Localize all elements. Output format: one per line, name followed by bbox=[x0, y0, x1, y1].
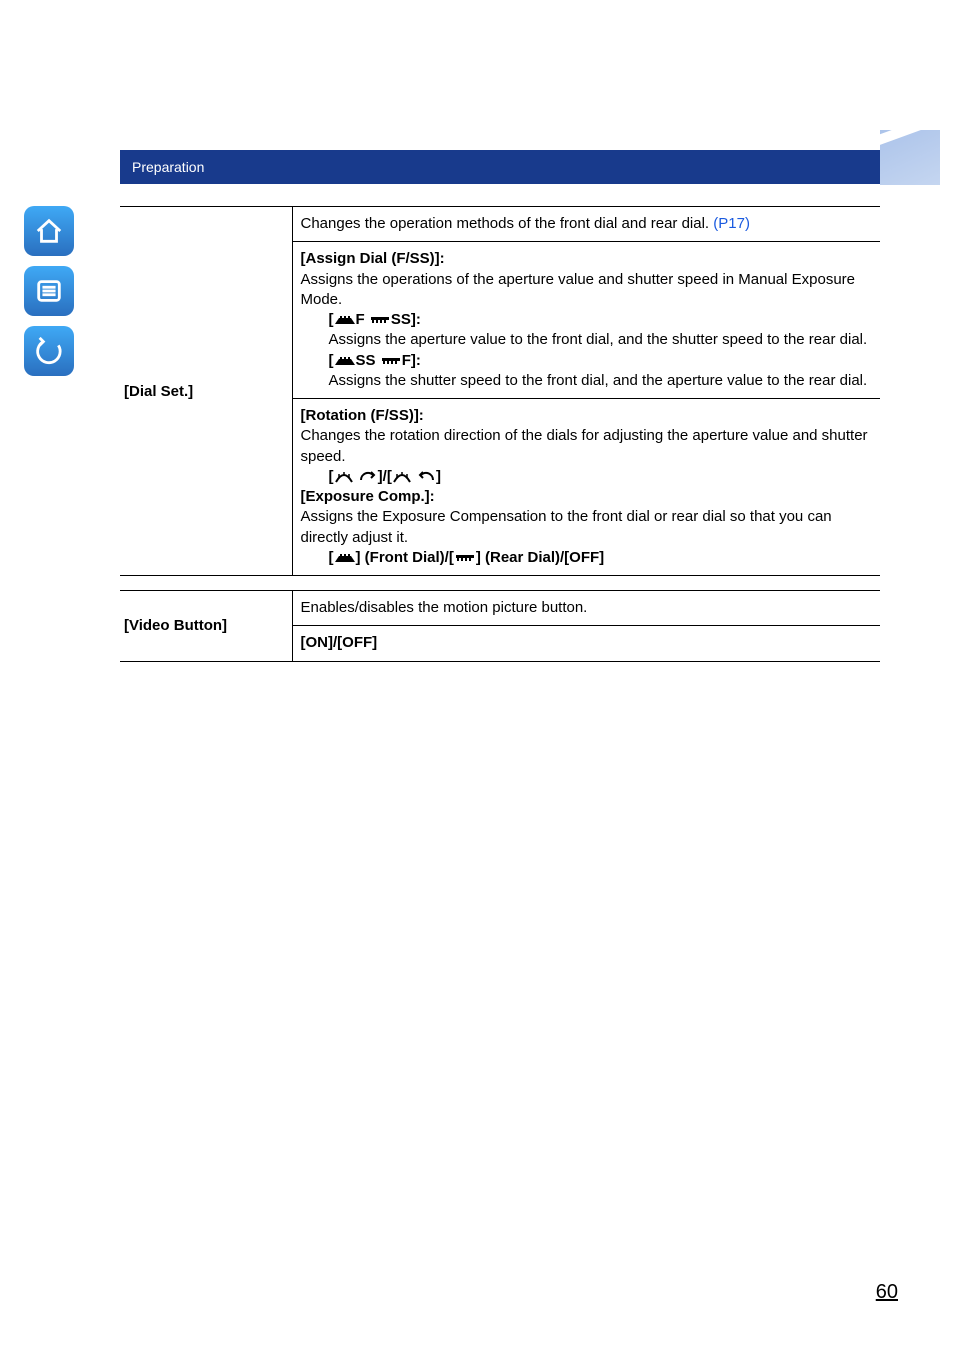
exposure-desc: Assigns the Exposure Compensation to the… bbox=[301, 508, 832, 545]
assign-opt-1: [F SS]: bbox=[301, 310, 421, 330]
rotate-right-icon bbox=[358, 470, 378, 484]
rotation-block: [Rotation (F/SS)]: Changes the rotation … bbox=[292, 399, 880, 576]
video-button-opts: [ON]/[OFF] bbox=[292, 626, 880, 661]
front-dial-icon bbox=[334, 356, 356, 366]
back-icon[interactable] bbox=[24, 326, 74, 376]
dial-set-label: [Dial Set.] bbox=[120, 207, 292, 576]
rotation-desc: Changes the rotation direction of the di… bbox=[301, 427, 868, 464]
content-area: [Dial Set.] Changes the operation method… bbox=[120, 206, 880, 662]
video-button-label: [Video Button] bbox=[120, 591, 292, 662]
side-rail bbox=[24, 206, 88, 386]
assign-dial-block: [Assign Dial (F/SS)]: Assigns the operat… bbox=[292, 242, 880, 399]
assign-dial-desc: Assigns the operations of the aperture v… bbox=[301, 271, 856, 308]
front-dial-icon bbox=[334, 315, 356, 325]
dial-set-table: [Dial Set.] Changes the operation method… bbox=[120, 206, 880, 576]
rotation-title: [Rotation (F/SS)]: bbox=[301, 407, 424, 424]
front-dial-icon bbox=[334, 553, 356, 563]
dial-icon bbox=[392, 470, 412, 484]
rear-dial-icon bbox=[454, 553, 476, 563]
page-number: 60 bbox=[876, 1281, 898, 1304]
assign-dial-title: [Assign Dial (F/SS)]: bbox=[301, 250, 445, 267]
rear-dial-icon bbox=[380, 356, 402, 366]
rear-dial-icon bbox=[369, 315, 391, 325]
dial-set-intro: Changes the operation methods of the fro… bbox=[292, 207, 880, 242]
exposure-title: [Exposure Comp.]: bbox=[301, 488, 435, 505]
assign-opt-2: [SS F]: bbox=[301, 351, 421, 371]
home-icon[interactable] bbox=[24, 206, 74, 256]
video-button-table: [Video Button] Enables/disables the moti… bbox=[120, 590, 880, 662]
rotate-left-icon bbox=[416, 470, 436, 484]
toc-icon[interactable] bbox=[24, 266, 74, 316]
breadcrumb: Preparation bbox=[132, 159, 204, 175]
exposure-opts: [] (Front Dial)/[] (Rear Dial)/[OFF] bbox=[301, 548, 605, 568]
assign-opt-1-desc: Assigns the aperture value to the front … bbox=[301, 330, 873, 350]
assign-opt-2-desc: Assigns the shutter speed to the front d… bbox=[301, 371, 873, 391]
header-accent bbox=[880, 130, 940, 185]
dial-icon bbox=[334, 470, 354, 484]
rotation-opts: [ ]/[ ] bbox=[301, 467, 442, 487]
p17-link[interactable]: (P17) bbox=[713, 215, 750, 232]
video-button-desc: Enables/disables the motion picture butt… bbox=[292, 591, 880, 626]
section-header: Preparation bbox=[120, 150, 880, 184]
